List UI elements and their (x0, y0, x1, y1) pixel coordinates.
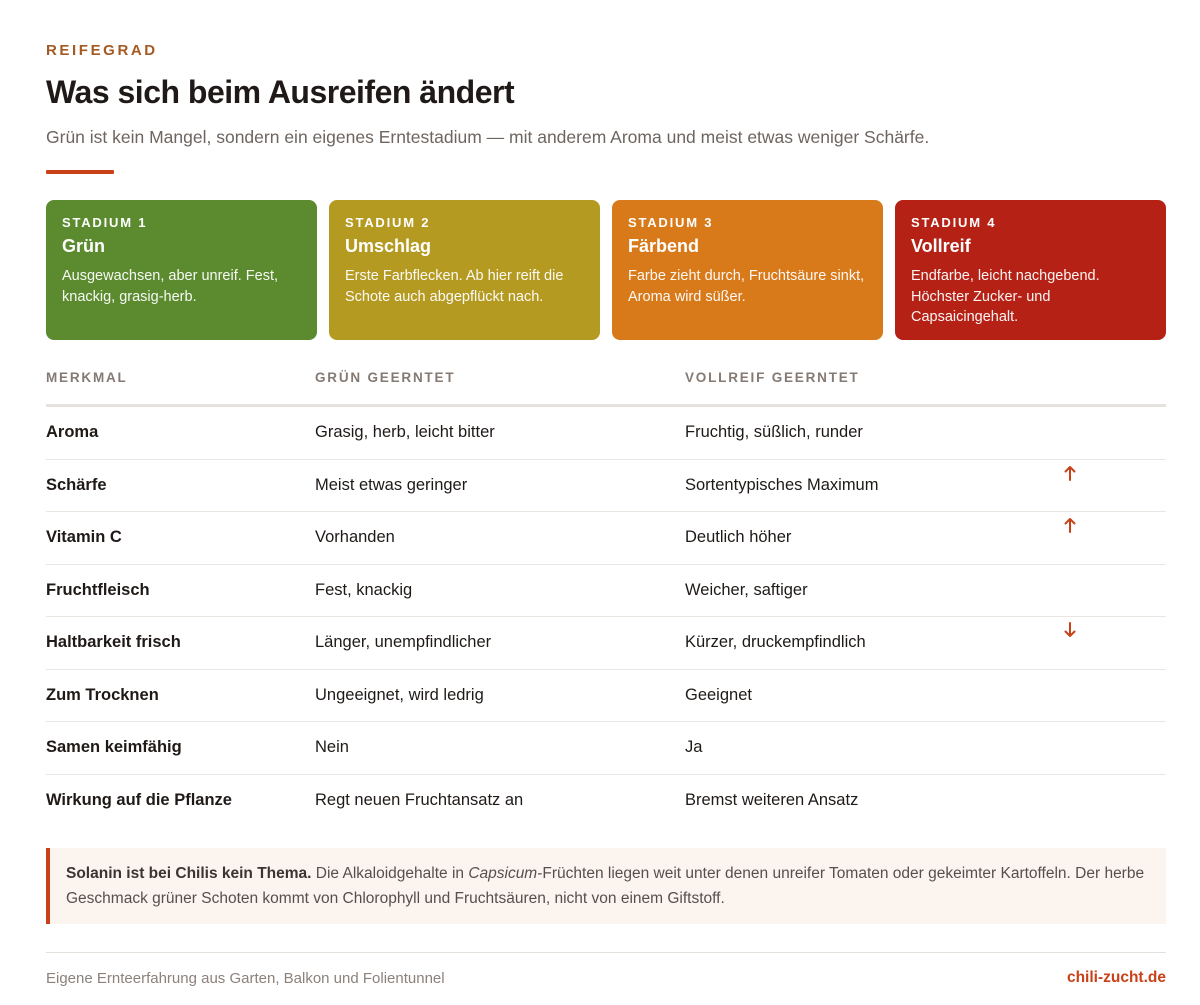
ripe-cell: Sortentypisches Maximum (685, 459, 1063, 512)
green-cell: Meist etwas geringer (315, 459, 685, 512)
eyebrow-label: REIFEGRAD (46, 42, 158, 59)
column-header-trend (1063, 362, 1166, 407)
table-row: Wirkung auf die Pflanze Regt neuen Fruch… (46, 774, 1166, 826)
green-cell: Vorhanden (315, 511, 685, 565)
stage-card-2: STADIUM 2 Umschlag Erste Farbflecken. Ab… (329, 200, 600, 340)
callout-text-part-1: Die Alkaloidgehalte in (311, 865, 469, 882)
feature-cell: Schärfe (46, 459, 315, 512)
trend-cell (1063, 616, 1166, 670)
table-row: Vitamin C Vorhanden Deutlich höher (46, 511, 1166, 565)
stage-number: STADIUM 4 (911, 215, 997, 230)
stage-name: Umschlag (345, 236, 432, 256)
trend-cell (1063, 511, 1166, 565)
comparison-table: MERKMAL GRÜN GEERNTET VOLLREIF GEERNTET … (46, 362, 1166, 826)
ripe-cell: Weicher, saftiger (685, 564, 1063, 617)
stage-description: Erste Farbflecken. Ab hier reift die Sch… (345, 268, 564, 305)
green-cell: Fest, knackig (315, 564, 685, 617)
ripe-cell: Geeignet (685, 669, 1063, 722)
stage-card-3: STADIUM 3 Färbend Farbe zieht durch, Fru… (612, 200, 883, 340)
feature-cell: Aroma (46, 405, 315, 460)
arrow-down-icon (1064, 622, 1076, 637)
ripe-cell: Fruchtig, süßlich, runder (685, 405, 1063, 460)
feature-cell: Zum Trocknen (46, 669, 315, 722)
stage-number: STADIUM 3 (628, 215, 714, 230)
green-cell: Nein (315, 721, 685, 775)
stage-number: STADIUM 1 (62, 215, 148, 230)
table-row: Aroma Grasig, herb, leicht bitter Frucht… (46, 405, 1166, 460)
trend-cell (1063, 669, 1166, 722)
trend-cell (1063, 459, 1166, 512)
green-cell: Länger, unempfindlicher (315, 616, 685, 670)
trend-cell (1063, 564, 1166, 617)
ripe-cell: Ja (685, 721, 1063, 775)
table-row: Samen keimfähig Nein Ja (46, 721, 1166, 775)
feature-cell: Vitamin C (46, 511, 315, 565)
table-row: Fruchtfleisch Fest, knackig Weicher, saf… (46, 564, 1166, 617)
ripe-cell: Kürzer, druckempfindlich (685, 616, 1063, 670)
callout-italic-term: Capsicum (468, 865, 538, 882)
stage-cards: STADIUM 1 Grün Ausgewachsen, aber unreif… (46, 200, 1166, 340)
feature-cell: Samen keimfähig (46, 721, 315, 775)
stage-description: Endfarbe, leicht nachgebend. Höchster Zu… (911, 268, 1100, 325)
table-header-row: MERKMAL GRÜN GEERNTET VOLLREIF GEERNTET (46, 362, 1166, 407)
stage-description: Ausgewachsen, aber unreif. Fest, knackig… (62, 268, 279, 305)
footer: Eigene Ernteerfahrung aus Garten, Balkon… (46, 952, 1166, 987)
footer-source-text: Eigene Ernteerfahrung aus Garten, Balkon… (46, 969, 445, 987)
column-header-ripe: VOLLREIF GEERNTET (685, 362, 1063, 407)
column-header-feature: MERKMAL (46, 362, 315, 407)
table-row: Haltbarkeit frisch Länger, unempfindlich… (46, 616, 1166, 670)
stage-name: Vollreif (911, 236, 971, 256)
table-row: Zum Trocknen Ungeeignet, wird ledrig Gee… (46, 669, 1166, 722)
column-header-green: GRÜN GEERNTET (315, 362, 685, 407)
info-callout: Solanin ist bei Chilis kein Thema. Die A… (46, 848, 1166, 924)
stage-name: Färbend (628, 236, 700, 256)
trend-cell (1063, 721, 1166, 775)
accent-divider (46, 170, 114, 174)
callout-lead: Solanin ist bei Chilis kein Thema. (66, 865, 312, 882)
ripe-cell: Bremst weiteren Ansatz (685, 790, 859, 809)
stage-card-1: STADIUM 1 Grün Ausgewachsen, aber unreif… (46, 200, 317, 340)
page-title: Was sich beim Ausreifen ändert (46, 74, 515, 110)
green-cell: Regt neuen Fruchtansatz an (315, 790, 524, 809)
callout-text-part-2: -Früchten liegen weit unter denen unreif… (66, 865, 1145, 907)
trend-cell (1063, 774, 1166, 826)
green-cell: Grasig, herb, leicht bitter (315, 405, 685, 460)
feature-cell: Wirkung auf die Pflanze (46, 790, 232, 809)
green-cell: Ungeeignet, wird ledrig (315, 669, 685, 722)
stage-number: STADIUM 2 (345, 215, 431, 230)
footer-site-link[interactable]: chili-zucht.de (1066, 969, 1166, 986)
ripe-cell: Deutlich höher (685, 511, 1063, 565)
stage-name: Grün (62, 236, 105, 256)
trend-cell (1063, 405, 1166, 460)
table-row: Schärfe Meist etwas geringer Sortentypis… (46, 459, 1166, 512)
feature-cell: Haltbarkeit frisch (46, 616, 315, 670)
page-subtitle: Grün ist kein Mangel, sondern ein eigene… (46, 127, 930, 147)
arrow-up-icon (1064, 465, 1076, 481)
stage-card-4: STADIUM 4 Vollreif Endfarbe, leicht nach… (895, 200, 1166, 340)
stage-description: Farbe zieht durch, Fruchtsäure sinkt, Ar… (628, 268, 865, 305)
feature-cell: Fruchtfleisch (46, 564, 315, 617)
arrow-up-icon (1064, 518, 1076, 533)
